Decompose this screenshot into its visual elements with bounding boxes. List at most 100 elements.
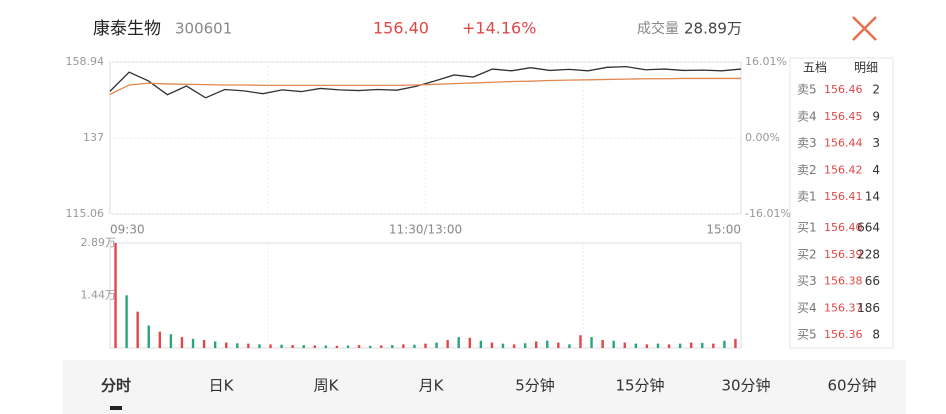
volume-bar	[623, 342, 626, 348]
volume-bar	[523, 343, 527, 348]
volume-bar	[546, 340, 549, 348]
volume-bar	[535, 341, 538, 348]
volume-bar	[579, 335, 582, 348]
order-price: 156.44	[824, 137, 863, 150]
period-tab[interactable]: 30分钟	[721, 377, 770, 395]
volume-bar	[734, 338, 737, 348]
volume-bar	[656, 343, 660, 348]
order-price: 156.42	[824, 163, 863, 176]
order-price: 156.45	[824, 110, 863, 123]
last-price: 156.40	[373, 19, 429, 38]
y-tick-label: 115.06	[66, 207, 105, 220]
volume-bar	[557, 342, 560, 348]
order-panel	[789, 57, 894, 349]
volume-bar	[368, 345, 372, 348]
volume-bar	[147, 325, 150, 348]
order-side: 卖2	[797, 163, 817, 177]
volume-bar	[645, 344, 649, 348]
volume-bar	[601, 340, 604, 348]
order-tab[interactable]: 五档	[803, 61, 827, 75]
volume-bar	[468, 337, 471, 348]
volume-bar	[568, 344, 571, 348]
order-price: 156.38	[824, 275, 863, 288]
volume-bar	[269, 344, 272, 348]
volume-bar	[258, 344, 261, 348]
order-volume: 3	[872, 136, 880, 150]
order-price: 156.39	[824, 248, 863, 261]
volume-bar	[391, 345, 394, 348]
y2-tick-label: 16.01%	[745, 55, 787, 68]
order-volume: 4	[872, 163, 880, 177]
volume-bar	[302, 345, 305, 348]
volume-bar	[634, 343, 638, 348]
order-price: 156.36	[824, 328, 863, 341]
volume-bar	[701, 342, 704, 348]
tab-underline	[110, 406, 122, 410]
close-button[interactable]	[852, 16, 877, 41]
order-tab[interactable]: 明细	[854, 61, 878, 75]
order-side: 买3	[797, 274, 817, 288]
tab-bar	[63, 360, 906, 414]
order-volume: 14	[865, 190, 880, 204]
volume-bar	[158, 331, 162, 348]
volume-bar	[280, 344, 283, 348]
volume-bar	[346, 345, 350, 348]
volume-bar	[590, 337, 593, 348]
volume-bar	[202, 340, 206, 348]
volume-bar	[712, 343, 715, 348]
x-tick-label: 11:30/13:00	[389, 223, 462, 237]
order-price: 156.37	[824, 301, 863, 314]
volume-bar	[446, 340, 449, 348]
order-price: 156.40	[824, 221, 863, 234]
volume-bar	[114, 243, 117, 348]
period-tab[interactable]: 15分钟	[615, 377, 664, 395]
volume-bar	[213, 341, 217, 348]
y-tick-label: 158.94	[66, 55, 105, 68]
volume-bar	[335, 345, 339, 348]
order-side: 卖1	[797, 190, 817, 204]
period-tab[interactable]: 60分钟	[827, 377, 876, 395]
volume-bar	[380, 345, 383, 348]
order-volume: 2	[872, 83, 880, 97]
order-side: 卖4	[797, 109, 817, 123]
volume-bar	[225, 342, 228, 348]
order-volume: 9	[872, 109, 880, 123]
volume-bar	[357, 345, 361, 348]
volume-bar	[247, 343, 250, 348]
volume-bar	[501, 343, 505, 348]
order-side: 买1	[797, 221, 817, 235]
volume-frame	[109, 242, 742, 349]
period-tab[interactable]: 分时	[101, 377, 131, 395]
volume-bar	[236, 343, 239, 348]
y2-tick-label: -16.01%	[745, 207, 791, 220]
volume-bar	[324, 345, 328, 348]
period-tab[interactable]: 月K	[419, 377, 445, 395]
volume-bar	[191, 338, 195, 348]
volume-bar	[512, 344, 516, 348]
x-tick-label: 15:00	[706, 223, 741, 237]
order-volume: 228	[857, 247, 880, 261]
y-tick-label: 137	[83, 131, 104, 144]
period-tab[interactable]: 日K	[209, 377, 235, 395]
period-tab[interactable]: 5分钟	[515, 377, 555, 395]
volume-bar	[490, 342, 494, 348]
order-volume: 186	[857, 301, 880, 315]
volume-bar	[125, 295, 128, 348]
order-volume: 664	[857, 221, 880, 235]
volume-bar	[402, 344, 405, 348]
order-price: 156.46	[824, 83, 863, 96]
volume-bar	[612, 340, 615, 348]
stock-code: 300601	[175, 20, 232, 38]
volume-bar	[667, 344, 671, 348]
period-tab[interactable]: 周K	[314, 377, 340, 395]
volume-bar	[479, 340, 483, 348]
order-side: 卖3	[797, 136, 817, 150]
order-side: 买4	[797, 301, 817, 315]
line-average	[109, 77, 741, 95]
stock-name: 康泰生物	[93, 19, 161, 39]
volume-bar	[413, 344, 416, 348]
volume-tick-label: 2.89万	[81, 236, 117, 249]
volume-bar	[678, 343, 682, 348]
volume-bar	[424, 343, 427, 348]
